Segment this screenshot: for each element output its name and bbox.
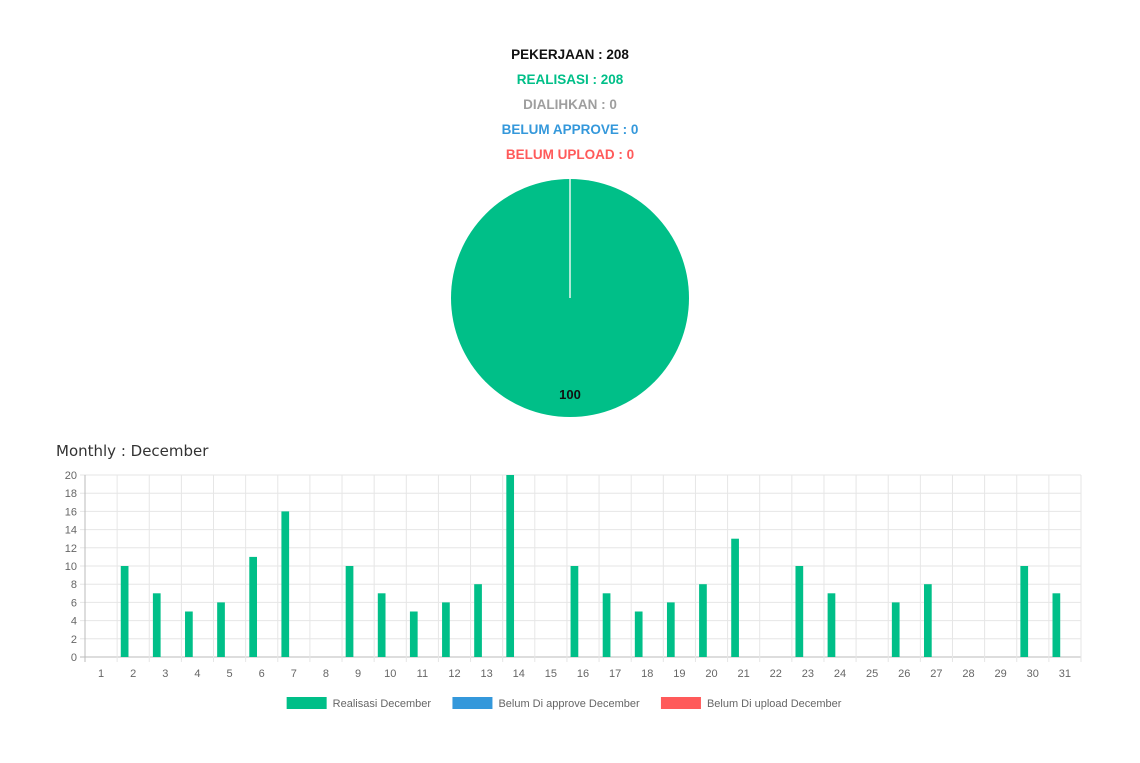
pie-chart[interactable]: 100 [450,178,690,418]
y-tick-label: 18 [65,488,77,500]
x-tick-label: 22 [770,668,782,680]
x-tick-label: 23 [802,668,814,680]
summary-stats: PEKERJAAN : 208 REALISASI : 208 DIALIHKA… [0,42,1140,167]
x-tick-label: 6 [259,668,265,680]
bar[interactable] [120,566,129,657]
bar[interactable] [731,538,739,657]
x-tick-label: 2 [130,668,136,680]
x-tick-label: 14 [513,668,525,680]
y-tick-label: 8 [71,579,77,591]
bar[interactable] [699,584,707,657]
x-tick-label: 20 [705,668,717,680]
x-tick-label: 7 [291,668,297,680]
bar[interactable] [570,566,579,657]
x-tick-label: 31 [1059,668,1071,680]
legend-label[interactable]: Belum Di approve December [498,698,640,710]
x-tick-label: 18 [641,668,653,680]
x-tick-label: 30 [1027,668,1039,680]
bar[interactable] [474,584,482,657]
bar[interactable] [795,566,804,657]
y-tick-label: 2 [71,634,77,646]
x-tick-label: 1 [98,668,104,680]
x-tick-label: 5 [227,668,233,680]
x-tick-label: 13 [480,668,492,680]
bar[interactable] [602,593,611,657]
stat-belum-upload: BELUM UPLOAD : 0 [505,147,635,162]
x-tick-label: 29 [995,668,1007,680]
x-tick-label: 9 [355,668,361,680]
pie-data-label: 100 [559,387,581,402]
bar[interactable] [217,602,225,657]
x-tick-label: 12 [448,668,460,680]
x-tick-label: 21 [738,668,750,680]
x-tick-label: 10 [384,668,396,680]
bar[interactable] [377,593,386,657]
bar[interactable] [345,566,354,657]
bar[interactable] [891,602,900,657]
bar[interactable] [666,602,675,657]
y-tick-label: 10 [65,561,77,573]
y-tick-label: 20 [65,470,77,482]
y-tick-label: 0 [71,652,77,664]
x-tick-label: 19 [673,668,685,680]
bar[interactable] [1052,593,1061,657]
legend-label[interactable]: Realisasi December [333,698,432,710]
y-tick-label: 12 [65,543,77,555]
bar[interactable] [634,611,643,658]
y-tick-label: 6 [71,597,77,609]
bar[interactable] [409,611,418,658]
bar[interactable] [442,602,450,657]
x-tick-label: 16 [577,668,589,680]
stat-dialihkan: DIALIHKAN : 0 [523,97,617,112]
bar[interactable] [281,511,290,657]
bar[interactable] [185,611,193,658]
x-tick-label: 26 [898,668,910,680]
x-tick-label: 11 [417,668,428,680]
y-tick-label: 16 [65,506,77,518]
x-tick-label: 25 [866,668,878,680]
x-tick-label: 27 [930,668,942,680]
bar[interactable] [923,584,932,657]
legend-swatch[interactable] [660,697,701,709]
x-tick-label: 15 [545,668,557,680]
legend-swatch[interactable] [452,697,493,709]
legend-swatch[interactable] [286,697,327,709]
legend-label[interactable]: Belum Di upload December [707,698,842,710]
stat-belum-approve: BELUM APPROVE : 0 [501,122,639,137]
y-tick-label: 14 [65,525,77,537]
monthly-title: Monthly : December [56,442,209,460]
y-tick-label: 4 [71,616,77,628]
x-tick-label: 24 [834,668,846,680]
stat-pekerjaan: PEKERJAAN : 208 [511,47,629,62]
stat-realisasi: REALISASI : 208 [516,72,624,87]
bar[interactable] [152,593,161,657]
x-tick-label: 17 [609,668,621,680]
x-tick-label: 8 [323,668,329,680]
bar[interactable] [506,475,515,657]
x-tick-label: 4 [194,668,200,680]
bar[interactable] [249,556,257,657]
x-tick-label: 3 [162,668,168,680]
bar[interactable] [827,593,836,657]
x-tick-label: 28 [962,668,974,680]
bar[interactable] [1020,566,1029,657]
